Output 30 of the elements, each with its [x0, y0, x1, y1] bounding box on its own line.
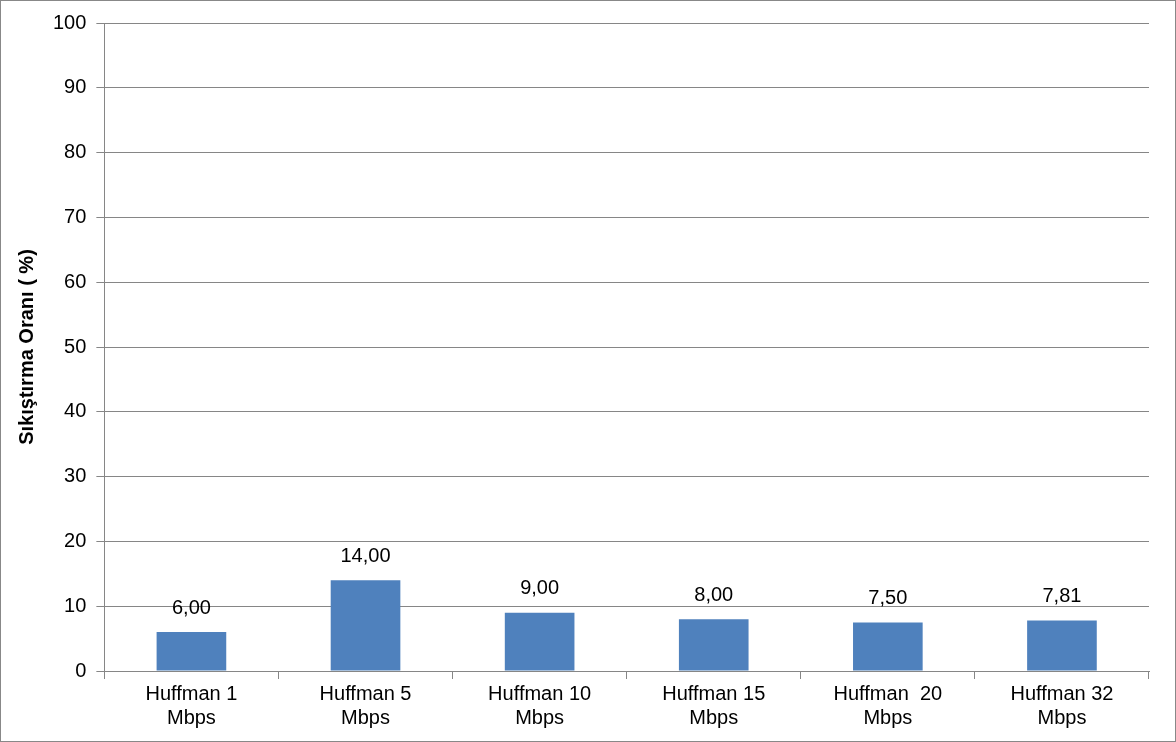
y-tick-label: 10 [64, 593, 87, 616]
x-tick-label: Huffman 32 Mbps [1010, 681, 1114, 728]
x-tick-label: Huffman 1 Mbps [145, 681, 238, 728]
x-tick-label: Huffman 15 Mbps [662, 681, 766, 728]
bar [504, 612, 575, 671]
bar [853, 622, 923, 671]
data-label: 6,00 [171, 595, 211, 618]
y-tick-label: 100 [52, 10, 87, 33]
y-tick-label: 40 [64, 399, 87, 422]
y-tick-label: 50 [64, 334, 87, 357]
y-tick-label: 70 [64, 204, 87, 227]
y-axis-title: Sıkıştırma Oranı ( %) [14, 249, 37, 445]
data-label: 14,00 [340, 543, 391, 566]
data-label: 8,00 [694, 582, 734, 605]
y-tick-label: 80 [64, 140, 87, 163]
y-tick-label: 90 [64, 75, 87, 98]
x-tick-label: Huffman 10 Mbps [488, 681, 592, 728]
y-tick-label: 0 [75, 658, 87, 681]
y-tick-label: 30 [64, 464, 87, 487]
x-tick-label: Huffman 5 Mbps [319, 681, 412, 728]
y-tick-label: 60 [64, 269, 87, 292]
bar [678, 619, 749, 671]
x-tick-label: Huffman 20 Mbps [833, 681, 943, 728]
bar [1027, 620, 1097, 671]
bar [330, 580, 401, 671]
y-tick-label: 20 [64, 528, 87, 551]
data-label: 7,81 [1042, 583, 1082, 606]
bar [156, 632, 227, 671]
data-label: 9,00 [520, 576, 560, 599]
data-label: 7,50 [868, 585, 908, 608]
